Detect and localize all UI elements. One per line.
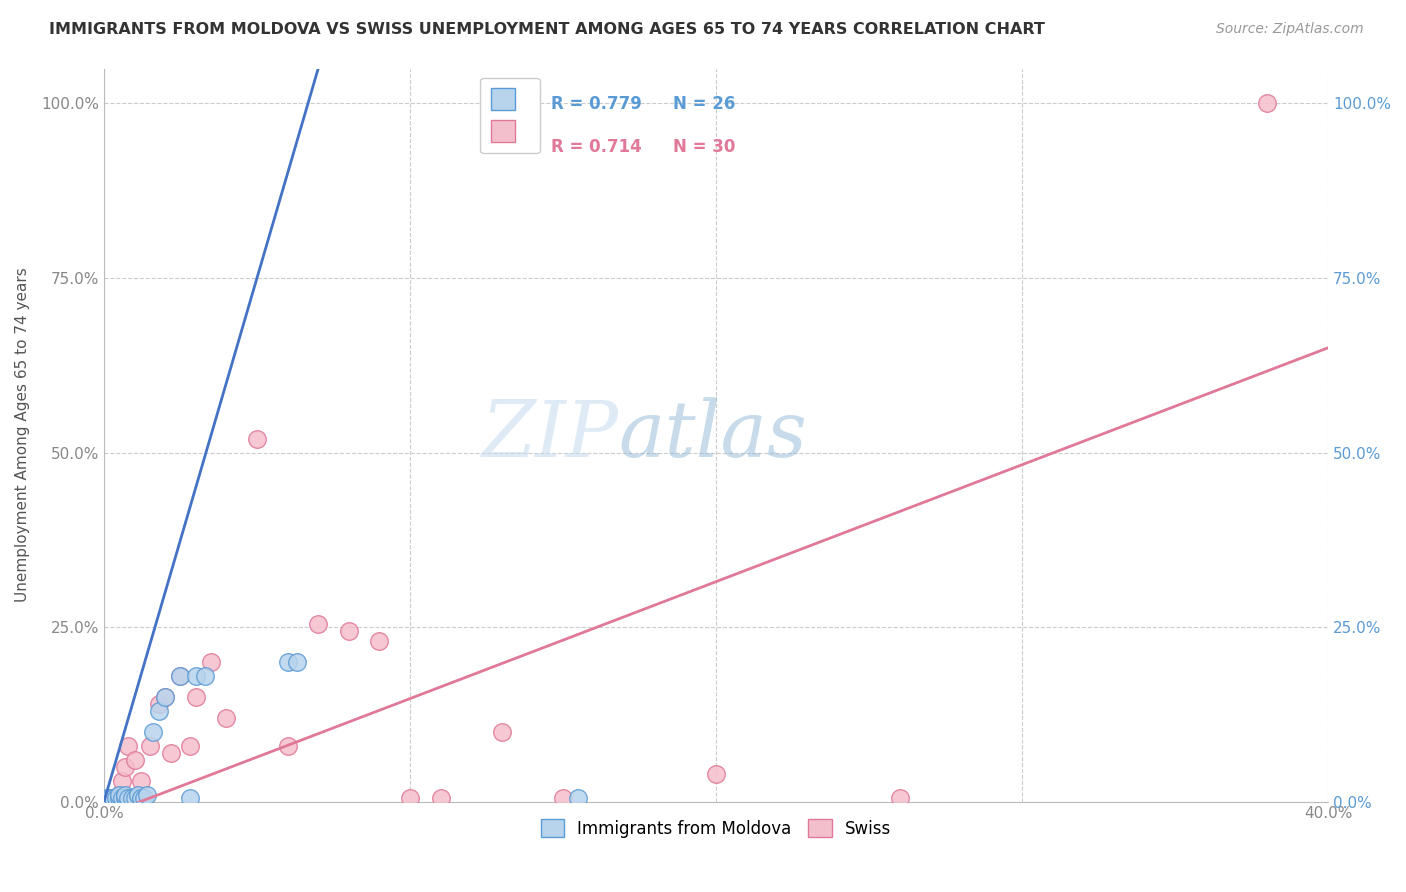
Point [307, 616, 329, 631]
Point [139, 739, 162, 753]
Point [169, 669, 191, 683]
Y-axis label: Unemployment Among Ages 65 to 74 years: Unemployment Among Ages 65 to 74 years [15, 268, 30, 602]
Legend: Immigrants from Moldova, Swiss: Immigrants from Moldova, Swiss [534, 813, 898, 845]
Text: IMMIGRANTS FROM MOLDOVA VS SWISS UNEMPLOYMENT AMONG AGES 65 TO 74 YEARS CORRELAT: IMMIGRANTS FROM MOLDOVA VS SWISS UNEMPLO… [49, 22, 1045, 37]
Point [491, 724, 513, 739]
Point [96, 791, 118, 805]
Point [108, 791, 131, 805]
Point [1256, 96, 1278, 111]
Point [285, 655, 308, 669]
Text: R = 0.714: R = 0.714 [551, 138, 641, 156]
Point [551, 791, 574, 805]
Text: R = 0.779: R = 0.779 [551, 95, 641, 113]
Point [132, 791, 155, 805]
Point [124, 791, 146, 805]
Point [429, 791, 451, 805]
Point [111, 791, 134, 805]
Point [179, 791, 201, 805]
Point [277, 655, 299, 669]
Point [215, 711, 238, 725]
Point [179, 739, 201, 753]
Point [117, 739, 139, 753]
Point [108, 788, 131, 802]
Point [105, 791, 128, 805]
Point [111, 773, 134, 788]
Point [194, 669, 217, 683]
Point [200, 655, 222, 669]
Point [101, 791, 124, 805]
Point [184, 669, 207, 683]
Text: atlas: atlas [619, 397, 807, 473]
Point [98, 791, 121, 805]
Point [105, 791, 128, 805]
Point [169, 669, 191, 683]
Point [117, 791, 139, 805]
Point [98, 791, 121, 805]
Point [148, 704, 170, 718]
Point [184, 690, 207, 704]
Point [114, 759, 136, 773]
Point [153, 690, 176, 704]
Text: N = 26: N = 26 [673, 95, 735, 113]
Text: ZIP: ZIP [481, 397, 619, 473]
Point [160, 746, 183, 760]
Point [129, 791, 152, 805]
Text: N = 30: N = 30 [673, 138, 735, 156]
Point [114, 788, 136, 802]
Point [148, 697, 170, 711]
Point [114, 791, 136, 805]
Point [337, 624, 360, 638]
Point [246, 432, 269, 446]
Point [142, 724, 165, 739]
Point [129, 773, 152, 788]
Point [135, 788, 157, 802]
Point [277, 739, 299, 753]
Point [153, 690, 176, 704]
Point [368, 634, 391, 648]
Point [124, 753, 146, 767]
Point [108, 788, 131, 802]
Point [704, 766, 727, 780]
Point [889, 791, 911, 805]
Point [121, 791, 143, 805]
Point [121, 791, 143, 805]
Point [567, 791, 589, 805]
Point [127, 788, 149, 802]
Text: Source: ZipAtlas.com: Source: ZipAtlas.com [1216, 22, 1364, 37]
Point [399, 791, 422, 805]
